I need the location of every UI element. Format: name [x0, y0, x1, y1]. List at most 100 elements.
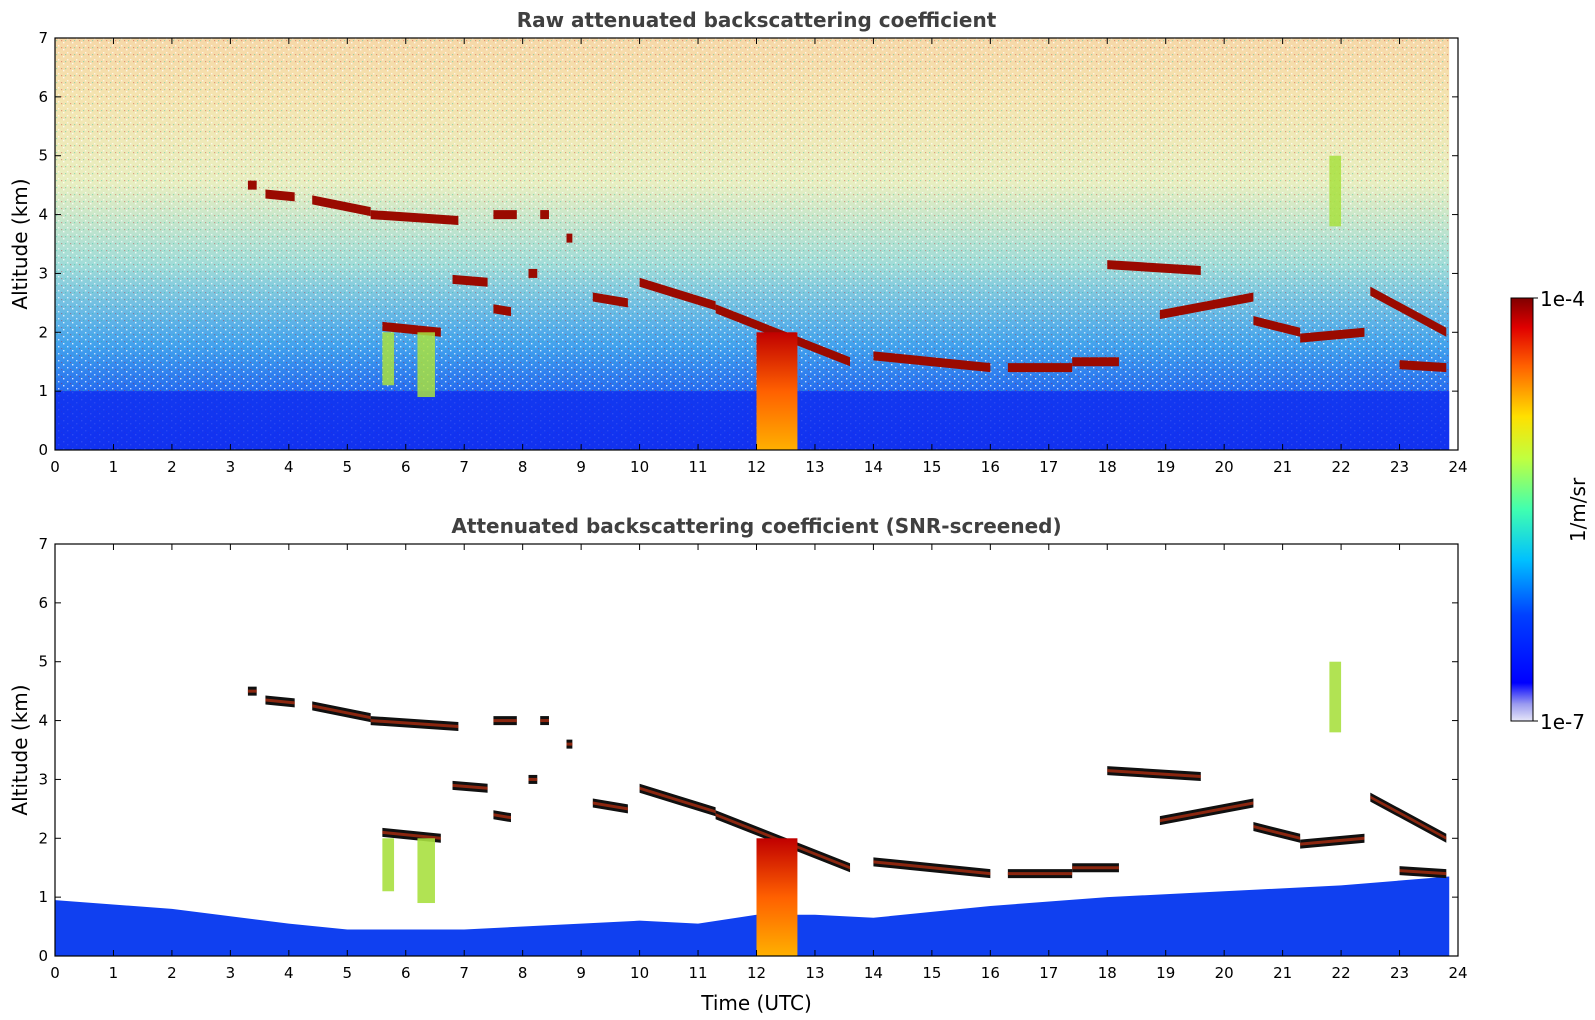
virga: [417, 838, 435, 904]
x-tick-label: 16: [981, 458, 1000, 476]
cloud-layer: [639, 277, 716, 311]
x-tick-label: 14: [864, 964, 883, 982]
x-tick-label: 11: [688, 458, 707, 476]
screened-y-axis-label: Altitude (km): [8, 684, 32, 815]
screened-x-axis: 0 1 2 3 4 5 6 7 8 9 10 11 12 13 14 15 16 17 18 19 20 21 22 23 24: [50, 544, 1468, 982]
x-tick-label: 22: [1332, 458, 1351, 476]
cloud-layer-edge: [1399, 869, 1447, 876]
x-tick-label: 2: [167, 964, 177, 982]
x-tick-label: 19: [1156, 458, 1175, 476]
virga: [1329, 155, 1342, 227]
cloud-layer-edge: [452, 783, 488, 790]
cloud-layer-edge: [370, 719, 459, 728]
cloud-layer: [873, 351, 991, 373]
x-tick-label: 0: [50, 964, 60, 982]
precipitation: [756, 332, 798, 450]
cloud-layer-edge: [1107, 769, 1201, 778]
x-tick-label: 17: [1039, 458, 1058, 476]
cloud-layer: [566, 233, 573, 243]
cloud-layer-edge: [312, 704, 371, 720]
x-tick-label: 17: [1039, 964, 1058, 982]
x-tick-label: 4: [284, 458, 294, 476]
x-tick-label: 24: [1448, 458, 1467, 476]
x-tick-label: 15: [922, 964, 941, 982]
x-tick-label: 5: [343, 964, 353, 982]
colorbar-max-label: 1e-4: [1540, 287, 1585, 311]
boundary-layer: [55, 391, 1450, 450]
y-tick-label: 3: [38, 264, 48, 282]
x-tick-label: 1: [109, 458, 119, 476]
x-axis-label: Time (UTC): [700, 991, 812, 1015]
x-tick-label: 5: [343, 458, 353, 476]
colorbar: 1e-4 1e-7 1/m/sr: [1510, 287, 1590, 734]
x-tick-label: 20: [1215, 964, 1234, 982]
screened-panel-title: Attenuated backscattering coefficient (S…: [451, 514, 1061, 538]
x-tick-label: 16: [981, 964, 1000, 982]
x-tick-label: 9: [576, 458, 586, 476]
x-tick-label: 10: [630, 458, 649, 476]
y-tick-label: 6: [38, 594, 48, 612]
screened-backscatter-panel: Attenuated backscattering coefficient (S…: [8, 514, 1468, 1015]
x-tick-label: 3: [226, 964, 236, 982]
cloud-layer: [540, 210, 549, 220]
cloud-layer-edge: [1370, 795, 1447, 840]
x-tick-label: 1: [109, 964, 119, 982]
cloud-layer: [1107, 260, 1201, 275]
cloud-layer-edge: [528, 777, 538, 781]
x-tick-label: 23: [1390, 964, 1409, 982]
colorbar-gradient: [1510, 297, 1534, 722]
colorbar-min-label: 1e-7: [1540, 710, 1585, 734]
precipitation: [756, 838, 798, 956]
cloud-layer-edge: [382, 830, 441, 840]
screened-heatmap: [55, 544, 1458, 956]
cloud-layer: [528, 268, 538, 278]
x-tick-label: 20: [1215, 458, 1234, 476]
cloud-layer: [265, 189, 295, 202]
virga: [382, 838, 395, 892]
x-tick-label: 6: [401, 458, 411, 476]
x-tick-label: 9: [576, 964, 586, 982]
y-tick-label: 1: [38, 382, 48, 400]
cloud-layer: [493, 210, 517, 220]
cloud-layer: [1370, 286, 1447, 337]
x-tick-label: 7: [459, 964, 469, 982]
cloud-layer-edge: [873, 860, 991, 876]
cloud-layer: [1007, 363, 1073, 373]
x-tick-label: 14: [864, 458, 883, 476]
virga: [417, 332, 435, 398]
y-tick-label: 7: [38, 535, 48, 553]
x-tick-label: 8: [518, 458, 528, 476]
cloud-layer-edge: [247, 689, 257, 693]
cloud-layer-edge: [1159, 801, 1254, 823]
cloud-layer-edge: [566, 742, 573, 746]
x-tick-label: 12: [747, 458, 766, 476]
y-tick-label: 0: [38, 947, 48, 965]
x-tick-label: 19: [1156, 964, 1175, 982]
colorbar-unit-label: 1/m/sr: [1566, 477, 1590, 542]
x-tick-label: 2: [167, 458, 177, 476]
raw-backscatter-panel: Raw attenuated backscattering coefficien…: [8, 8, 1468, 476]
y-tick-label: 2: [38, 829, 48, 847]
raw-noise-speckle: [55, 38, 1450, 450]
cloud-layer-edge: [493, 813, 511, 820]
cloud-layer-edge: [265, 698, 295, 705]
y-tick-label: 2: [38, 323, 48, 341]
x-tick-label: 13: [805, 458, 824, 476]
x-tick-label: 13: [805, 964, 824, 982]
boundary-layer: [55, 876, 1450, 956]
cloud-layer: [452, 274, 488, 287]
raw-panel-title: Raw attenuated backscattering coefficien…: [517, 8, 997, 32]
x-tick-label: 15: [922, 458, 941, 476]
cloud-layer: [247, 180, 257, 190]
cloud-layer-edge: [1072, 866, 1119, 870]
cloud-layer: [1072, 357, 1119, 367]
virga: [382, 332, 395, 386]
virga: [1329, 661, 1342, 733]
raw-x-axis: 0 1 2 3 4 5 6 7 8 9 10 11 12 13 14 15 16 17 18 19 20 21 22 23 24: [50, 38, 1468, 476]
x-tick-label: 18: [1098, 458, 1117, 476]
cloud-layer-edge: [493, 719, 517, 723]
cloud-layer-edge: [540, 719, 549, 723]
no-data-region: [1449, 38, 1458, 450]
cloud-layer-edge: [1300, 836, 1365, 846]
